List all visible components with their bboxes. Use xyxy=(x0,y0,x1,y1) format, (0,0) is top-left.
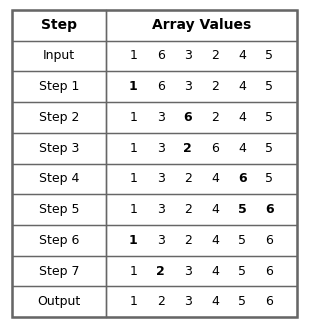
Text: 4: 4 xyxy=(238,49,246,62)
Bar xyxy=(12,41,106,71)
Text: 1: 1 xyxy=(129,111,137,124)
Text: 2: 2 xyxy=(211,80,219,93)
Text: 3: 3 xyxy=(184,265,192,278)
Text: Array Values: Array Values xyxy=(152,18,251,32)
Text: 2: 2 xyxy=(211,111,219,124)
Bar xyxy=(106,256,297,286)
Text: 5: 5 xyxy=(238,295,246,308)
Bar xyxy=(106,225,297,256)
Text: 1: 1 xyxy=(129,295,137,308)
Text: 6: 6 xyxy=(211,142,219,155)
Bar xyxy=(12,71,106,102)
Text: 3: 3 xyxy=(157,142,164,155)
Bar xyxy=(106,133,297,164)
Text: 3: 3 xyxy=(157,172,164,185)
Text: 1: 1 xyxy=(129,234,138,247)
Text: 4: 4 xyxy=(211,265,219,278)
Text: 2: 2 xyxy=(184,234,192,247)
Text: 1: 1 xyxy=(129,49,137,62)
Bar xyxy=(106,194,297,225)
Text: 1: 1 xyxy=(129,172,137,185)
Text: Step 7: Step 7 xyxy=(39,265,79,278)
Bar xyxy=(106,71,297,102)
Text: 4: 4 xyxy=(238,80,246,93)
Bar xyxy=(12,194,106,225)
Text: 4: 4 xyxy=(211,172,219,185)
Text: 2: 2 xyxy=(184,142,192,155)
Text: Step 4: Step 4 xyxy=(39,172,79,185)
Text: 2: 2 xyxy=(184,203,192,216)
Text: 1: 1 xyxy=(129,80,138,93)
Text: 4: 4 xyxy=(211,203,219,216)
Text: 5: 5 xyxy=(238,265,246,278)
Text: Step 1: Step 1 xyxy=(39,80,79,93)
Text: 6: 6 xyxy=(265,295,273,308)
Bar xyxy=(12,286,106,317)
Text: 3: 3 xyxy=(157,111,164,124)
Text: 5: 5 xyxy=(265,111,273,124)
Text: 6: 6 xyxy=(265,203,274,216)
Text: Output: Output xyxy=(38,295,81,308)
Text: 2: 2 xyxy=(211,49,219,62)
Text: 2: 2 xyxy=(156,265,165,278)
Text: 5: 5 xyxy=(265,142,273,155)
Text: Step 3: Step 3 xyxy=(39,142,79,155)
Text: 5: 5 xyxy=(265,80,273,93)
Text: 3: 3 xyxy=(157,234,164,247)
Text: 5: 5 xyxy=(265,49,273,62)
Text: Step: Step xyxy=(41,18,77,32)
Text: 6: 6 xyxy=(265,234,273,247)
Text: 5: 5 xyxy=(238,234,246,247)
Text: 4: 4 xyxy=(211,234,219,247)
Text: 6: 6 xyxy=(238,172,247,185)
Text: 6: 6 xyxy=(184,111,192,124)
Text: 6: 6 xyxy=(157,49,164,62)
Bar xyxy=(12,10,106,41)
Text: 2: 2 xyxy=(184,172,192,185)
Bar xyxy=(12,102,106,133)
Text: 2: 2 xyxy=(157,295,164,308)
Text: Step 6: Step 6 xyxy=(39,234,79,247)
Text: 1: 1 xyxy=(129,203,137,216)
Text: 5: 5 xyxy=(265,172,273,185)
Text: 3: 3 xyxy=(157,203,164,216)
Text: 3: 3 xyxy=(184,295,192,308)
Text: 6: 6 xyxy=(265,265,273,278)
Text: Step 2: Step 2 xyxy=(39,111,79,124)
Text: Step 5: Step 5 xyxy=(39,203,79,216)
Text: 6: 6 xyxy=(157,80,164,93)
Text: 5: 5 xyxy=(238,203,247,216)
Text: 3: 3 xyxy=(184,80,192,93)
Bar xyxy=(106,164,297,194)
Bar xyxy=(106,102,297,133)
Bar xyxy=(12,164,106,194)
Text: 4: 4 xyxy=(211,295,219,308)
Text: Input: Input xyxy=(43,49,75,62)
Bar xyxy=(12,225,106,256)
Text: 1: 1 xyxy=(129,142,137,155)
Bar xyxy=(12,133,106,164)
Text: 3: 3 xyxy=(184,49,192,62)
Bar xyxy=(106,41,297,71)
Text: 4: 4 xyxy=(238,142,246,155)
Bar xyxy=(106,286,297,317)
Text: 1: 1 xyxy=(129,265,137,278)
Text: 4: 4 xyxy=(238,111,246,124)
Bar xyxy=(12,256,106,286)
Bar xyxy=(106,10,297,41)
